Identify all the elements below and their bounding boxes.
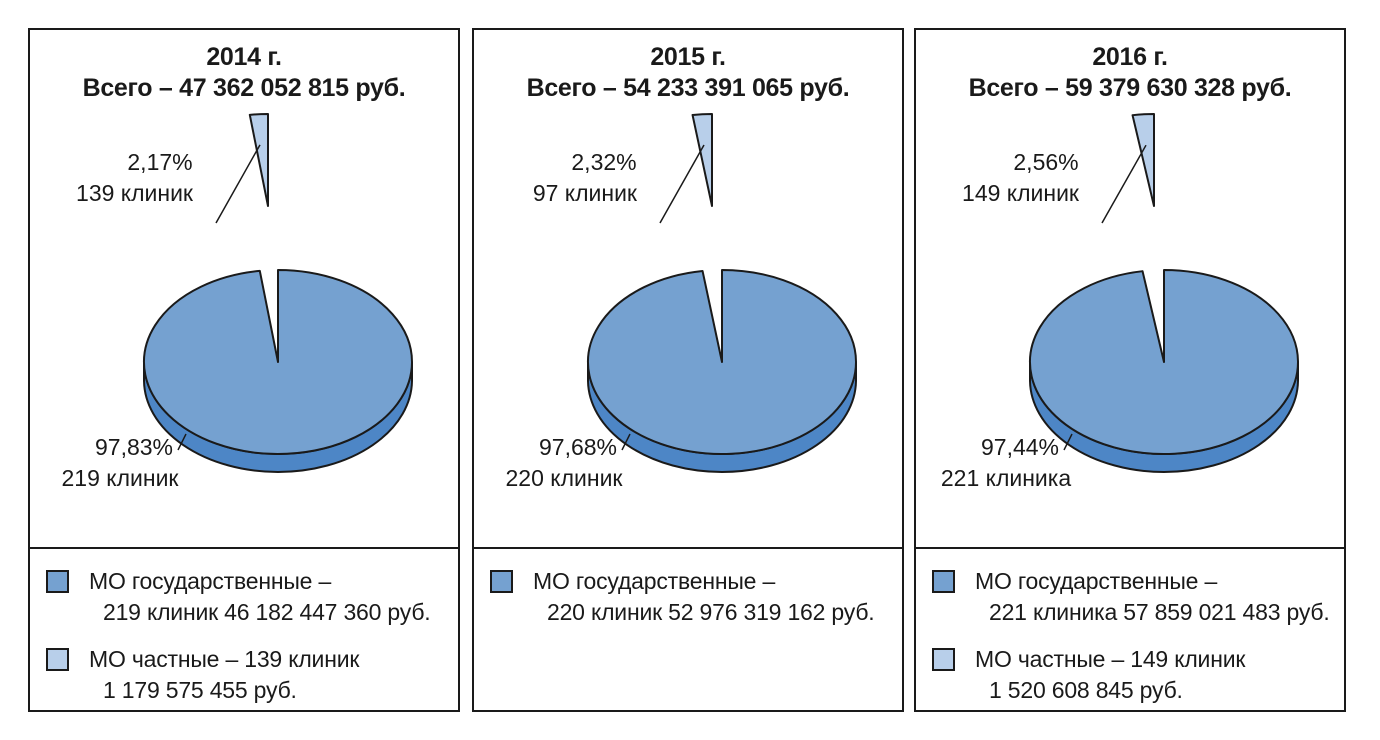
legend-line: 1 179 575 455 руб. — [103, 677, 297, 703]
chart-title-total: Всего – 47 362 052 815 руб. — [82, 74, 406, 102]
pie-slice-private — [691, 113, 713, 207]
legend-swatch — [46, 648, 69, 671]
chart-area: 2015 г. Всего – 54 233 391 065 руб. 2,32% 9… — [474, 30, 902, 549]
label-state-percent: 97,44% — [981, 434, 1059, 460]
legend-swatch — [490, 570, 513, 593]
legend-line: 220 клиник 52 976 319 162 руб. — [547, 599, 875, 625]
label-private-percent: 2,17% — [127, 149, 192, 175]
label-private-count: 149 клиник — [962, 180, 1080, 206]
legend-line: 221 клиника 57 859 021 483 руб. — [989, 599, 1330, 625]
chart-title: 2014 г. Всего – 47 362 052 815 руб. — [30, 42, 458, 104]
leader-line-private — [1101, 144, 1147, 224]
legend-line: МО государственные – — [89, 568, 332, 594]
label-state: 97,44% 221 клиника — [941, 434, 1071, 491]
legend-line: МО частные – 149 клиник — [975, 646, 1246, 672]
chart-title-total: Всего – 59 379 630 328 руб. — [968, 74, 1292, 102]
legend-swatch — [46, 570, 69, 593]
pie-slice-state — [587, 269, 858, 455]
legend-line: МО государственные – — [533, 568, 776, 594]
label-state: 97,68% 220 клиник — [506, 434, 624, 491]
label-private: 2,17% 139 клиник — [76, 149, 194, 206]
chart-area: 2016 г. Всего – 59 379 630 328 руб. 2,56% 1… — [916, 30, 1344, 549]
legend-line: МО государственные – — [975, 568, 1218, 594]
label-private-count: 139 клиник — [76, 180, 194, 206]
leader-line-private — [215, 144, 261, 224]
chart-title-year: 2016 г. — [1092, 43, 1168, 71]
pie-slice-state — [143, 269, 414, 455]
label-private: 2,56% 149 клиник — [962, 149, 1080, 206]
pie-chart: 2,17% 139 клиник 97,83% 219 клиник — [62, 113, 414, 491]
chart-title-year: 2014 г. — [206, 43, 282, 71]
pie-chart: 2,56% 149 клиник 97,44% 221 клиника — [941, 113, 1300, 491]
legend-text: МО государственные – 221 клиника 57 859 0… — [975, 566, 1330, 628]
chart-title: 2016 г. Всего – 59 379 630 328 руб. — [916, 42, 1344, 104]
legend-text: МО частные – 149 клиник 1 520 608 845 руб… — [975, 644, 1245, 706]
chart-title-total: Всего – 54 233 391 065 руб. — [526, 74, 850, 102]
chart-area: 2014 г. Всего – 47 362 052 815 руб. 2,17% 1… — [30, 30, 458, 549]
label-state-percent: 97,68% — [539, 434, 617, 460]
chart-panel-2: 2015 г. Всего – 54 233 391 065 руб. 2,32% 9… — [472, 28, 904, 712]
leader-line-state — [621, 433, 631, 451]
pie-slice-private — [1131, 113, 1155, 207]
pie-chart: 2,32% 97 клиник 97,68% 220 клиник — [506, 113, 858, 491]
chart-panel-3: 2016 г. Всего – 59 379 630 328 руб. 2,56% 1… — [914, 28, 1346, 712]
label-state-percent: 97,83% — [95, 434, 173, 460]
label-state-count: 221 клиника — [941, 465, 1071, 491]
leader-line-state — [177, 433, 187, 451]
label-private-percent: 2,56% — [1013, 149, 1078, 175]
chart-title-year: 2015 г. — [650, 43, 726, 71]
leader-line-private — [659, 144, 705, 224]
legend-line: 219 клиник 46 182 447 360 руб. — [103, 599, 431, 625]
label-state-count: 220 клиник — [506, 465, 624, 491]
legend-line: МО частные – 139 клиник — [89, 646, 360, 672]
label-private-count: 97 клиник — [533, 180, 638, 206]
label-state: 97,83% 219 клиник — [62, 434, 180, 491]
legend-text: МО государственные – 219 клиник 46 182 44… — [89, 566, 431, 628]
leader-line-state — [1063, 433, 1073, 451]
legend-text: МО частные – 139 клиник 1 179 575 455 руб… — [89, 644, 359, 706]
chart-panel-1: 2014 г. Всего – 47 362 052 815 руб. 2,17% 1… — [28, 28, 460, 712]
legend-swatch — [932, 648, 955, 671]
label-state-count: 219 клиник — [62, 465, 180, 491]
label-private: 2,32% 97 клиник — [533, 149, 638, 206]
legend-line: 1 520 608 845 руб. — [989, 677, 1183, 703]
legend-swatch — [932, 570, 955, 593]
label-private-percent: 2,32% — [571, 149, 636, 175]
legend-text: МО государственные – 220 клиник 52 976 31… — [533, 566, 875, 628]
pie-slice-state — [1029, 269, 1300, 455]
pie-slice-private — [248, 113, 269, 207]
chart-title: 2015 г. Всего – 54 233 391 065 руб. — [474, 42, 902, 104]
